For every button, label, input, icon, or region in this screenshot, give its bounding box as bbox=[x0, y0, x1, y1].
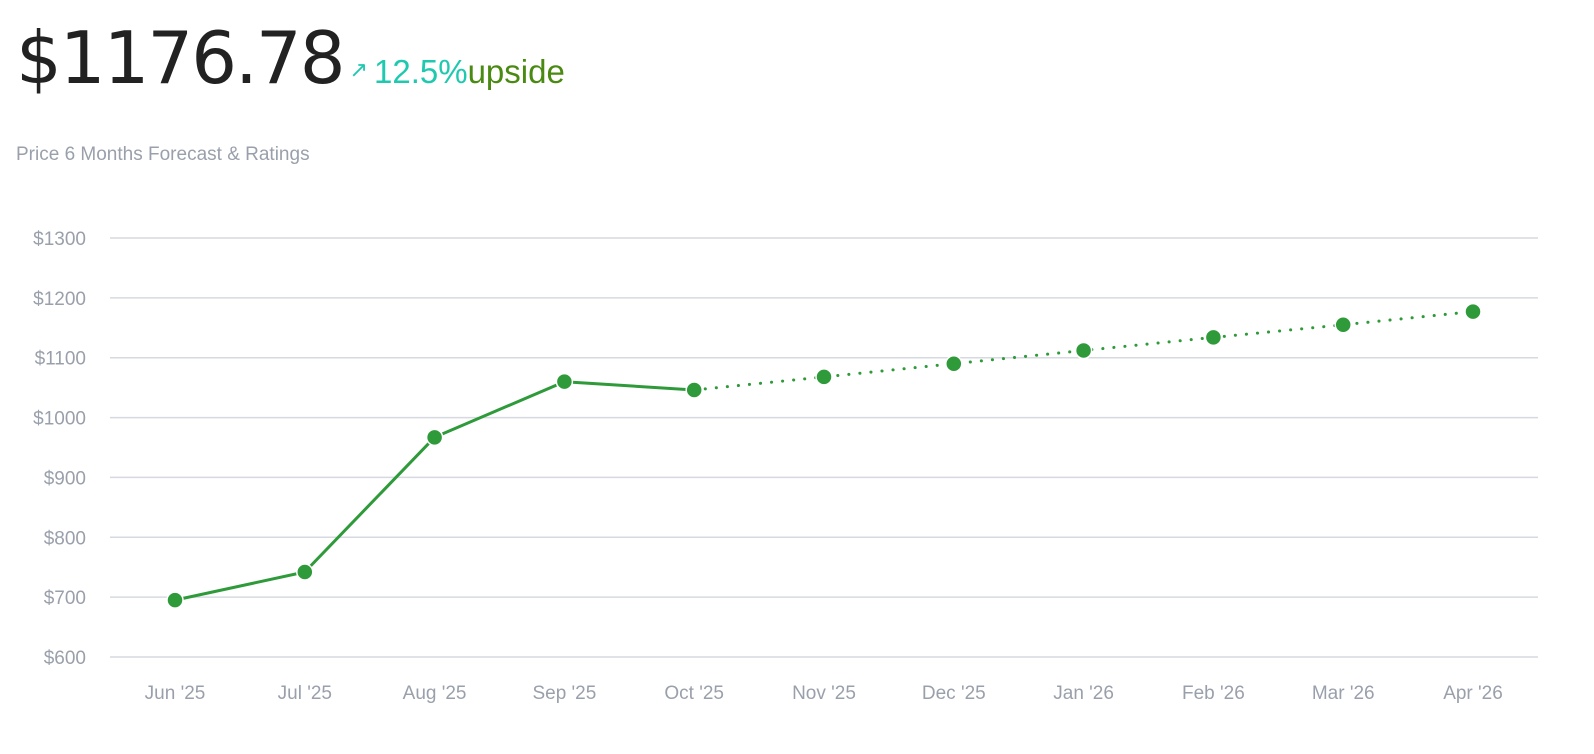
y-tick-label: $800 bbox=[44, 528, 86, 549]
x-tick-label: Dec '25 bbox=[922, 683, 986, 704]
data-point[interactable] bbox=[815, 368, 833, 386]
x-tick-label: Feb '26 bbox=[1182, 683, 1245, 704]
change-label: upside bbox=[467, 53, 565, 90]
data-points bbox=[166, 302, 1482, 609]
price-header: $1176.78 ↗ 12.5% upside bbox=[16, 22, 565, 94]
x-tick-label: Jan '26 bbox=[1053, 683, 1114, 704]
historical-line bbox=[173, 380, 696, 602]
x-tick-label: Mar '26 bbox=[1312, 683, 1375, 704]
data-point[interactable] bbox=[296, 563, 314, 581]
y-tick-label: $1300 bbox=[33, 229, 86, 250]
x-axis-ticks: Jun '25 Jul '25 Aug '25 Sep '25 Oct '25 Nov '… bbox=[145, 683, 1503, 704]
y-tick-label: $1000 bbox=[33, 409, 86, 430]
x-tick-label: Oct '25 bbox=[664, 683, 724, 704]
x-tick-label: Jul '25 bbox=[278, 683, 332, 704]
y-axis-ticks: $600 $700 $800 $900 $1000 $1100 $1200 $1300 bbox=[33, 229, 86, 669]
data-point[interactable] bbox=[1464, 302, 1482, 321]
data-point[interactable] bbox=[685, 381, 703, 399]
x-tick-label: Aug '25 bbox=[403, 683, 467, 704]
y-tick-label: $1200 bbox=[33, 289, 86, 310]
y-tick-label: $700 bbox=[44, 588, 86, 609]
chart-subtitle: Price 6 Months Forecast & Ratings bbox=[16, 144, 310, 165]
y-tick-label: $900 bbox=[44, 468, 86, 489]
data-point[interactable] bbox=[425, 428, 444, 447]
series-lines bbox=[173, 310, 1475, 602]
arrow-up-right-icon: ↗ bbox=[349, 57, 368, 82]
change-percent: 12.5% bbox=[373, 53, 468, 90]
x-tick-label: Jun '25 bbox=[145, 683, 206, 704]
y-tick-label: $600 bbox=[44, 648, 86, 669]
current-price: $1176.78 bbox=[16, 16, 346, 100]
grid-lines bbox=[110, 237, 1538, 658]
x-tick-label: Apr '26 bbox=[1443, 683, 1503, 704]
data-point[interactable] bbox=[555, 372, 574, 391]
data-point[interactable] bbox=[1334, 316, 1352, 334]
x-tick-label: Sep '25 bbox=[532, 683, 596, 704]
data-point[interactable] bbox=[1074, 341, 1093, 360]
data-point[interactable] bbox=[945, 354, 963, 373]
x-tick-label: Nov '25 bbox=[792, 683, 856, 704]
y-tick-label: $1100 bbox=[35, 349, 86, 370]
data-point[interactable] bbox=[166, 591, 184, 609]
data-point[interactable] bbox=[1204, 328, 1223, 347]
